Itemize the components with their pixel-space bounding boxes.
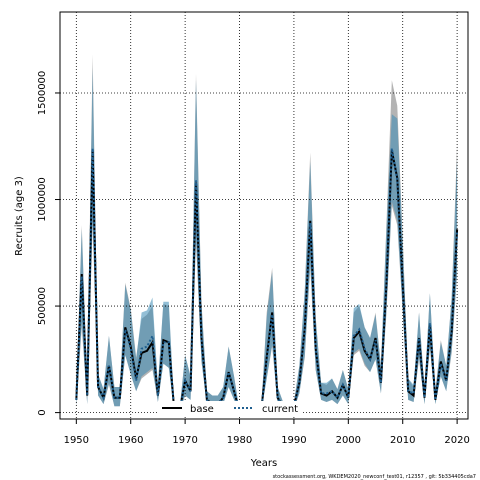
y-axis: 0 500000 1000000 1500000 <box>37 71 60 416</box>
confidence-bands <box>76 54 458 413</box>
legend-label-current: current <box>262 404 298 415</box>
y-tick-label: 0 <box>37 409 48 415</box>
x-tick-label: 1950 <box>64 435 89 446</box>
x-axis-title: Years <box>250 458 277 469</box>
series-line-current <box>75 148 459 413</box>
x-tick-label: 2010 <box>390 435 415 446</box>
x-tick-label: 1960 <box>118 435 143 446</box>
x-tick-label: 2020 <box>444 435 469 446</box>
x-tick-label: 2000 <box>336 435 361 446</box>
y-axis-title: Recruits (age 3) <box>14 176 25 256</box>
x-tick-label: 1970 <box>172 435 197 446</box>
y-tick-label: 1000000 <box>37 177 48 222</box>
series-lines <box>75 148 459 413</box>
footer-caption: stockassessment.org, WKDEM2020_newconf_t… <box>273 474 476 480</box>
x-tick-label: 1990 <box>281 435 306 446</box>
y-tick-label: 500000 <box>37 287 48 325</box>
x-tick-label: 1980 <box>227 435 252 446</box>
legend-label-base: base <box>190 404 214 415</box>
band-current <box>76 67 458 413</box>
y-tick-label: 1500000 <box>37 71 48 116</box>
x-axis: 1950 1960 1970 1980 1990 2000 2010 2020 <box>64 419 470 446</box>
legend: base current <box>158 401 302 415</box>
plot-frame <box>59 11 469 420</box>
legend-background <box>158 401 302 415</box>
